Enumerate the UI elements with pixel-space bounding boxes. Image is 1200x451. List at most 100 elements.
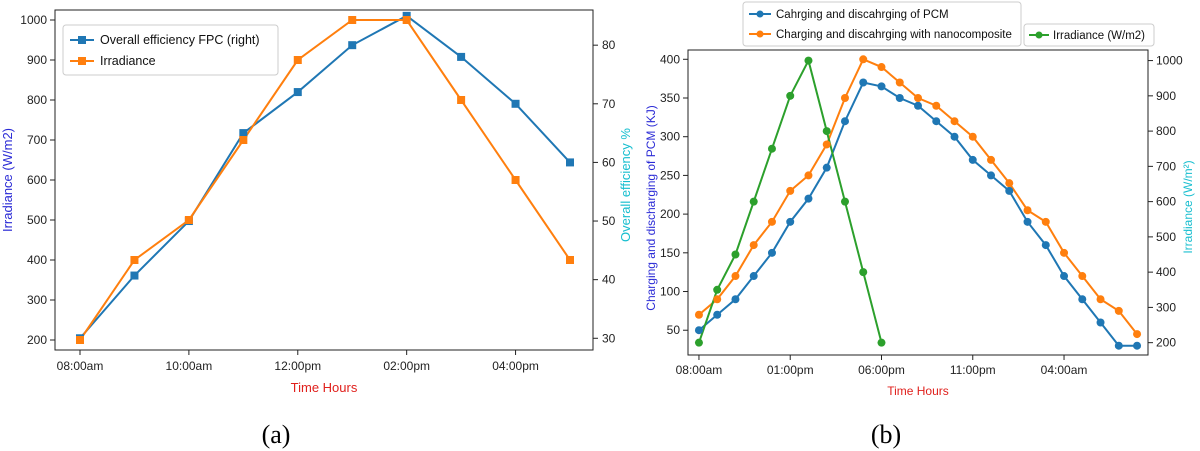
a-ytick-right-label: 40 <box>602 273 616 287</box>
b-point-nano <box>1023 206 1032 215</box>
b-point-pcm <box>713 310 722 319</box>
b-point-pcm <box>1114 341 1123 350</box>
b-point-irr <box>749 197 758 206</box>
a-xtick-label: 02:00pm <box>383 359 430 373</box>
b-point-nano <box>731 272 740 281</box>
b-ytick-left-label: 50 <box>667 323 681 337</box>
b-ytick-left-label: 200 <box>660 207 680 221</box>
b-point-nano <box>840 93 849 102</box>
a-ytick-right-label: 30 <box>602 331 616 345</box>
legend-label-efficiency: Overall efficiency FPC (right) <box>100 33 260 47</box>
a-point-efficiency <box>239 129 248 138</box>
b-ytick-right-label: 600 <box>1156 195 1176 209</box>
a-point-efficiency <box>293 88 302 97</box>
a-point-irradiance <box>130 256 139 264</box>
b-point-nano <box>932 101 941 110</box>
b-point-pcm <box>1060 272 1069 281</box>
a-ytick-right-label: 80 <box>602 38 616 52</box>
b-point-pcm <box>1041 241 1050 250</box>
b-ytick-right-label: 300 <box>1156 300 1176 314</box>
a-ytick-left-label: 500 <box>27 213 47 227</box>
b-xtick-label: 11:00pm <box>950 363 996 377</box>
b-point-pcm <box>1005 186 1014 195</box>
b-point-pcm <box>694 326 703 335</box>
b-xtick-label: 06:00pm <box>858 363 905 377</box>
legend-label-irr: Irradiance (W/m2) <box>1053 30 1145 42</box>
chart-b: 50 100 150 200 250 300 350 400 200 300 400 500 600 70… <box>644 1 1195 449</box>
b-point-irr <box>804 56 813 65</box>
a-series-line-efficiency <box>79 14 571 339</box>
chart-a-ylabel-left: Irradiance (W/m2) <box>0 128 15 232</box>
legend-marker-efficiency <box>78 36 86 44</box>
legend-label-irradiance: Irradiance <box>100 54 156 68</box>
b-point-nano <box>1114 306 1123 315</box>
a-ytick-left-label: 600 <box>27 173 47 187</box>
a-point-efficiency <box>348 41 357 50</box>
b-point-pcm <box>1096 318 1105 327</box>
b-xtick-label: 08:00am <box>676 363 723 377</box>
legend-marker-irr <box>1035 31 1043 39</box>
b-point-pcm <box>968 155 977 164</box>
a-point-irradiance <box>511 176 520 184</box>
chart-b-plot-frame <box>687 49 1149 356</box>
b-point-nano <box>767 217 776 226</box>
chart-a-legend-box <box>62 24 279 76</box>
b-point-pcm <box>950 132 959 141</box>
b-point-irr <box>767 144 776 153</box>
b-point-nano <box>822 140 831 149</box>
b-xtick-label: 01:00pm <box>767 363 814 377</box>
b-ytick-left-label: 400 <box>660 52 680 66</box>
b-point-pcm <box>767 248 776 257</box>
legend-marker-nano <box>756 30 764 38</box>
a-ytick-right-label: 50 <box>602 214 616 228</box>
b-point-irr <box>694 338 703 347</box>
b-point-irr <box>859 268 868 277</box>
a-point-irradiance <box>76 336 84 344</box>
chart-b-legend2-box <box>1023 23 1155 47</box>
b-point-pcm <box>877 82 886 91</box>
b-point-irr <box>713 285 722 294</box>
b-ytick-right-label: 700 <box>1156 159 1176 173</box>
b-point-nano <box>786 186 795 195</box>
a-point-efficiency <box>402 11 411 20</box>
b-ytick-left-label: 300 <box>660 130 680 144</box>
b-point-nano <box>968 132 977 141</box>
chart-a-ylabel-right: Overall efficiency % <box>618 128 633 242</box>
a-point-irradiance <box>566 256 574 264</box>
b-point-nano <box>877 63 886 72</box>
b-point-nano <box>987 155 996 164</box>
b-point-pcm <box>932 117 941 126</box>
b-point-nano <box>749 241 758 250</box>
chart-b-xlabel: Time Hours <box>887 384 949 398</box>
a-ytick-right-label: 60 <box>602 155 616 169</box>
b-series-line-pcm <box>698 81 1138 347</box>
a-point-efficiency <box>511 99 520 108</box>
b-point-nano <box>1133 330 1142 339</box>
b-point-irr <box>731 250 740 259</box>
b-point-nano <box>1005 179 1014 188</box>
b-ytick-left-label: 100 <box>660 285 680 299</box>
a-point-irradiance <box>184 216 193 224</box>
a-point-efficiency <box>130 271 139 280</box>
b-xtick-label: 04:00am <box>1041 363 1088 377</box>
legend-label-nano: Charging and discahrging with nanocompos… <box>776 29 1012 41</box>
b-point-irr <box>877 338 886 347</box>
a-point-efficiency <box>566 158 574 167</box>
chart-a: 200 300 400 500 600 700 800 900 1000 30 40 50 60 70 80… <box>0 9 633 449</box>
a-ytick-left-label: 200 <box>27 333 47 347</box>
b-ytick-left-label: 250 <box>660 168 680 182</box>
chart-b-ylabel-right: Irradiance (W/m²) <box>1181 160 1195 253</box>
b-point-pcm <box>895 93 904 102</box>
a-xtick-label: 12:00pm <box>274 359 321 373</box>
b-point-nano <box>1041 217 1050 226</box>
b-point-irr <box>840 197 849 206</box>
a-ytick-left-label: 700 <box>27 133 47 147</box>
b-point-pcm <box>731 295 740 304</box>
a-point-irradiance <box>402 16 411 24</box>
b-ytick-left-label: 350 <box>660 91 680 105</box>
a-ytick-right-label: 70 <box>602 97 616 111</box>
a-xtick-label: 04:00pm <box>492 359 539 373</box>
legend-marker-pcm <box>756 10 764 18</box>
b-point-pcm <box>1078 295 1087 304</box>
